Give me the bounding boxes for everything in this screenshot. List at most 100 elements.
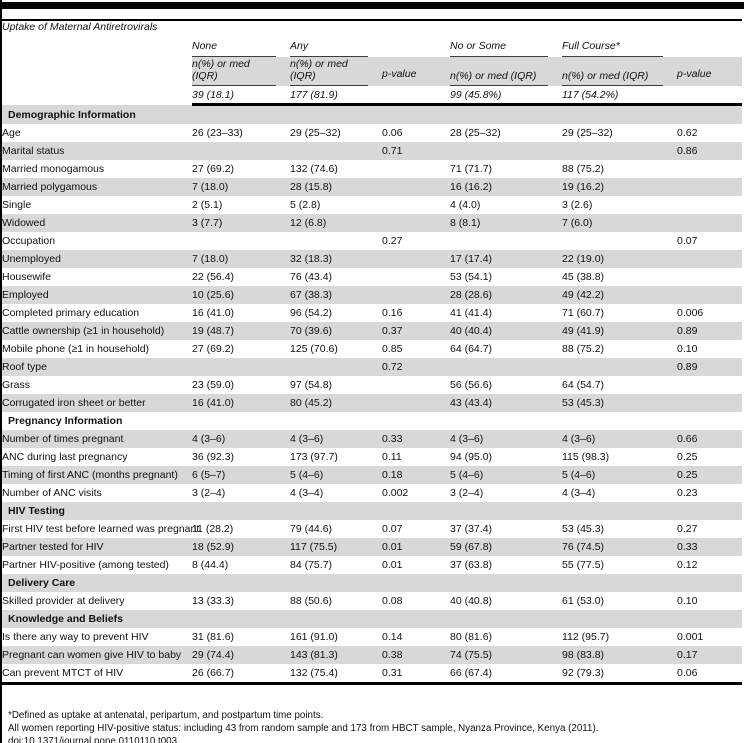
data-cell: 28 (15.8): [290, 181, 333, 193]
data-cell: 49 (42.2): [562, 289, 605, 301]
data-cell: [290, 142, 382, 160]
data-cell: 4 (3–6): [290, 433, 324, 445]
row-label: Married polygamous: [2, 181, 98, 193]
table-row: First HIV test before learned was pregna…: [2, 520, 742, 538]
total-cell: 39 (18.1): [192, 86, 290, 106]
data-cell: 66 (67.4): [450, 667, 493, 679]
data-cell: 0.11: [382, 451, 402, 463]
section-row: HIV Testing: [2, 502, 742, 520]
data-cell: 0.66: [677, 433, 698, 445]
data-cell: 84 (75.7): [290, 559, 333, 571]
data-cell: 2 (5.1): [192, 199, 223, 211]
table-row: Number of ANC visits 3 (2–4) 4 (3–4) 0.002 3…: [2, 484, 742, 502]
row-label: Partner tested for HIV: [2, 541, 104, 553]
data-cell: 11 (28.2): [192, 523, 234, 535]
data-cell: 0.08: [382, 595, 403, 607]
data-cell: 112 (95.7): [562, 631, 610, 643]
row-label: Widowed: [2, 217, 46, 229]
data-cell: 0.001: [677, 631, 704, 643]
group-header-cell: Full Course*: [562, 20, 677, 57]
row-label: Corrugated iron sheet or better: [2, 397, 146, 409]
data-cell: 3 (2–4): [192, 487, 226, 499]
section-label: HIV Testing: [8, 505, 65, 517]
data-cell: 16 (41.0): [192, 307, 235, 319]
data-cell: 67 (38.3): [290, 289, 333, 301]
table-header: Uptake of Maternal Antiretrovirals None An…: [2, 20, 742, 106]
data-cell: 40 (40.4): [450, 325, 493, 337]
table-row: Partner tested for HIV 18 (52.9) 117 (75.5…: [2, 538, 742, 556]
data-cell: 29 (25–32): [290, 127, 341, 139]
group-header-cell: Any: [290, 20, 382, 57]
data-cell: 76 (74.5): [562, 541, 605, 553]
data-cell: 7 (6.0): [562, 217, 593, 229]
data-cell: 26 (66.7): [192, 667, 235, 679]
data-cell: 0.38: [382, 649, 403, 661]
data-cell: 88 (75.2): [562, 343, 605, 355]
data-cell: 94 (95.0): [450, 451, 493, 463]
table-row: Mobile phone (≥1 in household) 27 (69.2) 1…: [2, 340, 742, 358]
section-label: Pregnancy Information: [8, 415, 123, 427]
data-cell: [382, 178, 450, 196]
data-cell: 53 (45.3): [562, 397, 605, 409]
data-cell: 64 (54.7): [562, 379, 605, 391]
data-cell: [677, 268, 742, 286]
row-label: Is there any way to prevent HIV: [2, 631, 149, 643]
data-cell: 74 (75.5): [450, 649, 493, 661]
data-cell: 70 (39.6): [290, 325, 333, 337]
data-cell: 88 (75.2): [562, 163, 605, 175]
data-cell: 18 (52.9): [192, 541, 235, 553]
footnote-sample: All women reporting HIV-positive status:…: [8, 723, 599, 734]
table-row: Widowed 3 (7.7) 12 (6.8) 8 (8.1) 7 (6.0): [2, 214, 742, 232]
section-row: Delivery Care: [2, 574, 742, 592]
measure-header-label: n(%) or med (IQR): [290, 58, 368, 86]
data-cell: 7 (18.0): [192, 253, 229, 265]
data-cell: 143 (81.3): [290, 649, 338, 661]
data-cell: 98 (83.8): [562, 649, 605, 661]
data-cell: [290, 358, 382, 376]
data-cell: 96 (54.2): [290, 307, 333, 319]
data-cell: 3 (2.6): [562, 199, 593, 211]
row-label: Completed primary education: [2, 307, 140, 319]
data-cell: [450, 358, 562, 376]
table-row: Can prevent MTCT of HIV 26 (66.7) 132 (75.…: [2, 664, 742, 684]
total-cell: 117 (54.2%): [562, 86, 677, 106]
data-cell: 4 (3–6): [192, 433, 226, 445]
total-cell: 99 (45.8%): [450, 86, 562, 106]
data-cell: 56 (56.6): [450, 379, 493, 391]
data-cell: 80 (81.6): [450, 631, 493, 643]
data-cell: 61 (53.0): [562, 595, 605, 607]
data-cell: 3 (2–4): [450, 487, 484, 499]
data-cell: 3 (7.7): [192, 217, 223, 229]
row-label: Marital status: [2, 145, 65, 157]
data-cell: 19 (16.2): [562, 181, 605, 193]
data-cell: 71 (60.7): [562, 307, 605, 319]
data-cell: [450, 142, 562, 160]
data-cell: [382, 160, 450, 178]
data-cell: 5 (4–6): [562, 469, 596, 481]
table-row: Married monogamous 27 (69.2) 132 (74.6) 71 …: [2, 160, 742, 178]
table-row: Cattle ownership (≥1 in household) 19 (48…: [2, 322, 742, 340]
table-body: Demographic Information Age 26 (23–33) 29 (…: [2, 104, 742, 684]
data-cell: 4 (3–4): [290, 487, 324, 499]
table-row: Grass 23 (59.0) 97 (54.8) 56 (56.6) 64 (54.7…: [2, 376, 742, 394]
data-cell: 0.72: [382, 361, 403, 373]
table-row: Age 26 (23–33) 29 (25–32) 0.06 28 (25–32) 29 …: [2, 124, 742, 142]
measure-header-label: n(%) or med (IQR): [192, 58, 276, 86]
data-cell: [382, 250, 450, 268]
data-cell: 0.25: [677, 469, 698, 481]
data-cell: 26 (23–33): [192, 127, 243, 139]
table-row: Marital status 0.71 0.86: [2, 142, 742, 160]
table-row: Pregnant can women give HIV to baby 29 (7…: [2, 646, 742, 664]
data-cell: 37 (63.8): [450, 559, 493, 571]
row-label: Roof type: [2, 361, 47, 373]
data-cell: 0.27: [382, 235, 403, 247]
row-label: Number of times pregnant: [2, 433, 124, 445]
data-cell: 0.27: [677, 523, 698, 535]
data-cell: 31 (81.6): [192, 631, 235, 643]
data-cell: [382, 286, 450, 304]
data-cell: 0.89: [677, 325, 698, 337]
data-cell: [382, 214, 450, 232]
data-cell: 0.33: [677, 541, 698, 553]
data-cell: 53 (54.1): [450, 271, 493, 283]
